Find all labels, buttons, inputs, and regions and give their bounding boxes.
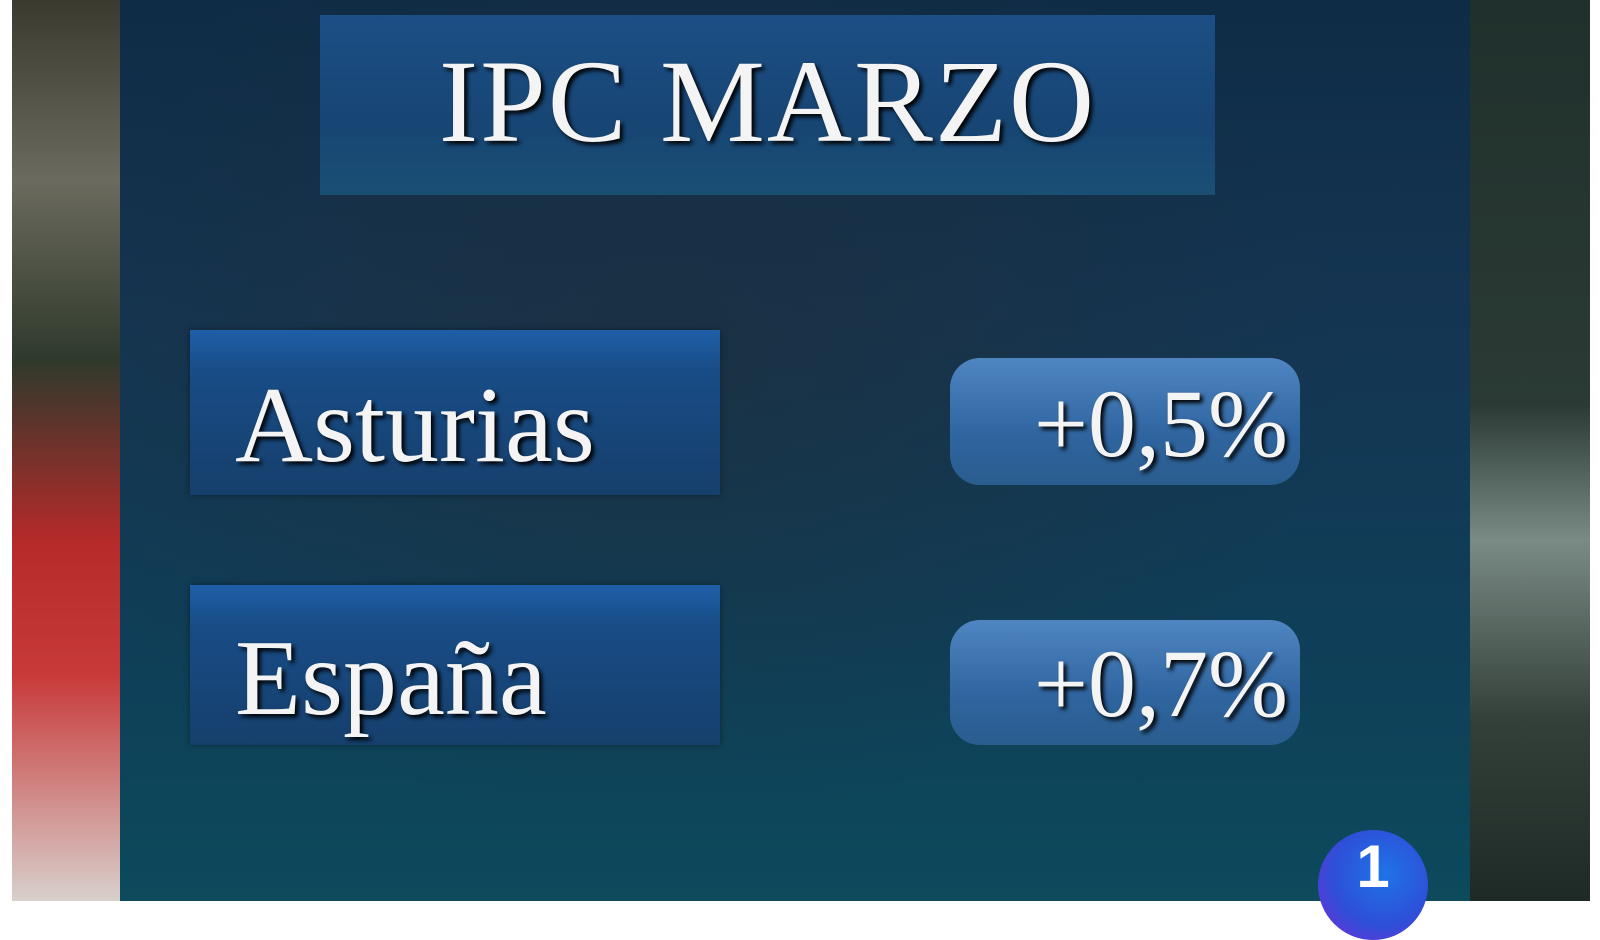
background-photo-left	[12, 0, 122, 901]
row-value: +0,5%	[1033, 370, 1288, 477]
channel-logo-text: 1	[1356, 833, 1390, 900]
background-photo-right	[1470, 0, 1590, 901]
channel-logo-icon: 1	[1318, 830, 1428, 940]
row-value-box-espana: +0,7%	[950, 620, 1300, 745]
row-label: Asturias	[235, 366, 595, 485]
row-label-box-asturias: Asturias	[190, 330, 720, 495]
row-label: España	[235, 619, 547, 738]
row-value-box-asturias: +0,5%	[950, 358, 1300, 485]
title: IPC MARZO	[438, 36, 1097, 167]
row-label-box-espana: España	[190, 585, 720, 745]
title-box: IPC MARZO	[320, 15, 1215, 195]
row-value: +0,7%	[1033, 630, 1288, 737]
